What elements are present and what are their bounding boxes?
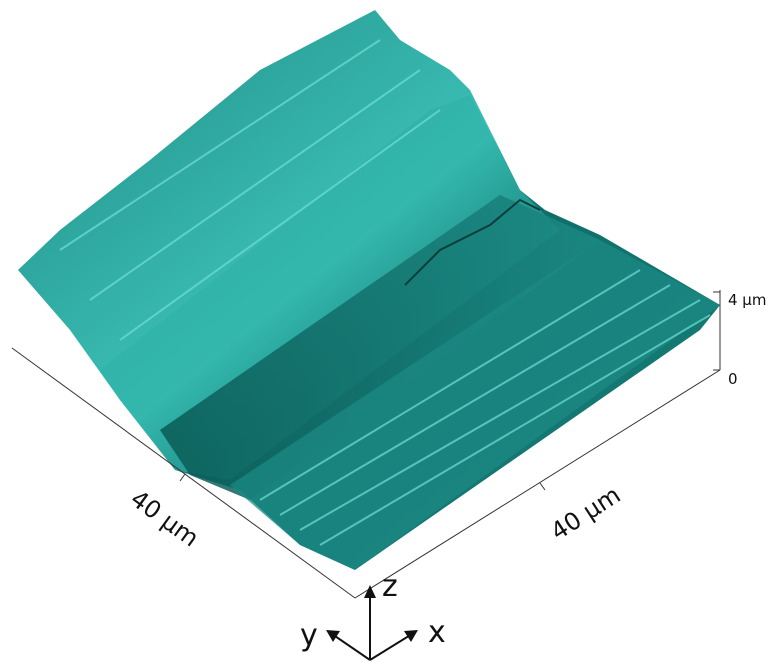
triad-x: x: [428, 615, 446, 650]
x-axis-label: 40 µm: [546, 481, 626, 546]
y-axis-label: 40 µm: [125, 485, 204, 553]
triad-z: z: [382, 569, 398, 604]
y-axis-line: [11, 347, 356, 599]
z-tick-label: 0: [728, 370, 738, 388]
x-axis-line: [354, 369, 721, 599]
triad: [326, 585, 418, 661]
tick: [179, 473, 186, 482]
z-tick-label: 4 µm: [728, 291, 766, 309]
triad-y: y: [300, 618, 318, 653]
surface: [18, 10, 720, 570]
tick: [539, 482, 546, 491]
